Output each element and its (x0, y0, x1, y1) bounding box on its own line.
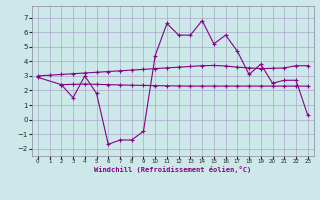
X-axis label: Windchill (Refroidissement éolien,°C): Windchill (Refroidissement éolien,°C) (94, 166, 252, 173)
